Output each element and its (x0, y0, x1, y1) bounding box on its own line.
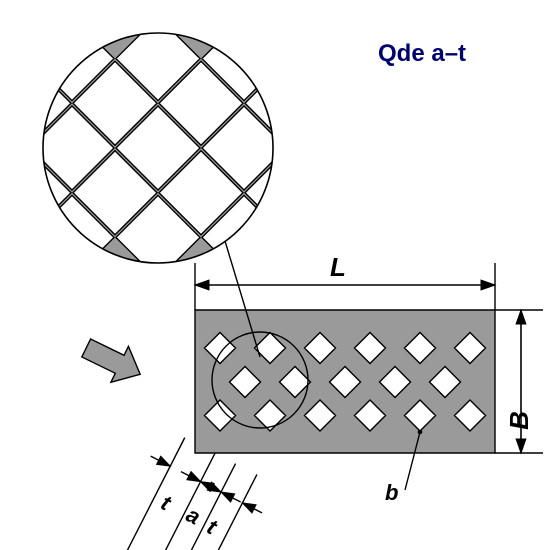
dim-label-b: b (385, 480, 398, 506)
diagram-svg (0, 0, 550, 550)
diagram-title: Qde a–t (378, 40, 466, 68)
diagram-canvas: Qde a–t L B b t a t (0, 0, 550, 550)
dim-label-B: B (504, 411, 535, 430)
dim-label-L: L (330, 252, 346, 283)
